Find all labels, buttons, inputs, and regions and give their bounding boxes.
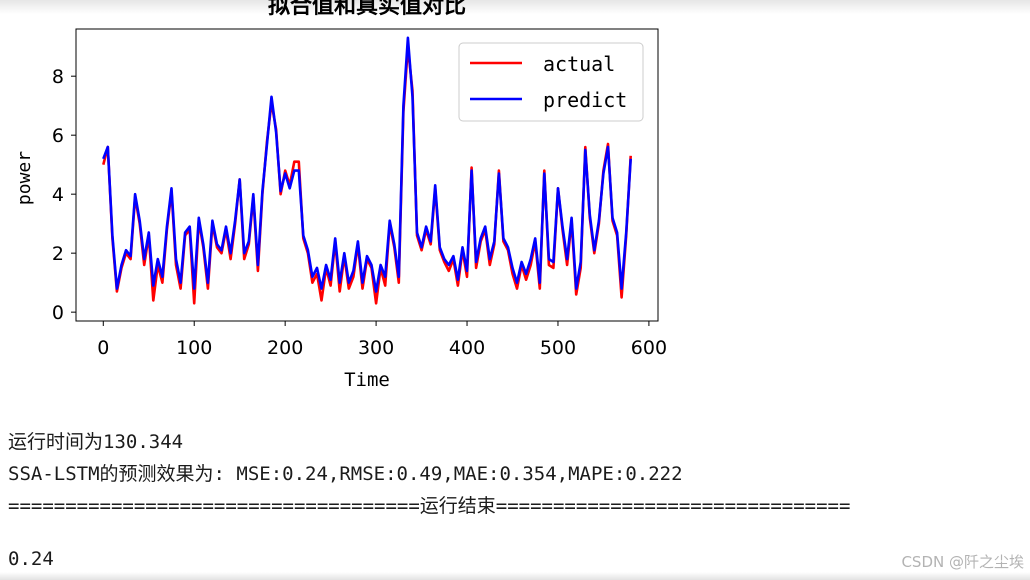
y-axis-label: power <box>14 151 35 205</box>
x-tick-label: 100 <box>176 337 212 359</box>
x-axis-label: Time <box>344 369 390 391</box>
result-line: 0.24 <box>8 548 54 570</box>
x-tick-label: 0 <box>97 337 109 359</box>
bottom-shade <box>0 572 1030 580</box>
y-tick-label: 0 <box>52 302 64 324</box>
x-tick-label: 400 <box>449 337 485 359</box>
series-line-predict <box>102 36 632 293</box>
y-tick-label: 8 <box>52 66 64 88</box>
chart-title: 拟合值和真实值对比 <box>268 0 466 19</box>
axes-frame <box>75 28 659 322</box>
y-tick-label: 4 <box>52 184 64 206</box>
x-tick-label: 300 <box>358 337 394 359</box>
axis-ticks: 0 100 200 300 400 500 600 0 2 4 6 8 <box>52 66 667 359</box>
x-tick-label: 500 <box>540 337 576 359</box>
plot-area <box>102 36 632 305</box>
y-tick-label: 2 <box>52 243 64 265</box>
metrics-line: SSA-LSTM的预测效果为: MSE:0.24,RMSE:0.49,MAE:0… <box>8 463 683 485</box>
y-tick-label: 6 <box>52 125 64 147</box>
separator-line: ====================================运行结束… <box>8 495 851 517</box>
x-tick-label: 200 <box>267 337 303 359</box>
x-tick-label: 600 <box>631 337 667 359</box>
runtime-line: 运行时间为130.344 <box>8 431 184 453</box>
top-shade <box>0 0 1030 14</box>
legend: actual predict <box>458 42 644 122</box>
legend-label-actual: actual <box>543 52 615 76</box>
legend-label-predict: predict <box>543 88 627 112</box>
watermark: CSDN @阡之尘埃 <box>901 553 1024 571</box>
